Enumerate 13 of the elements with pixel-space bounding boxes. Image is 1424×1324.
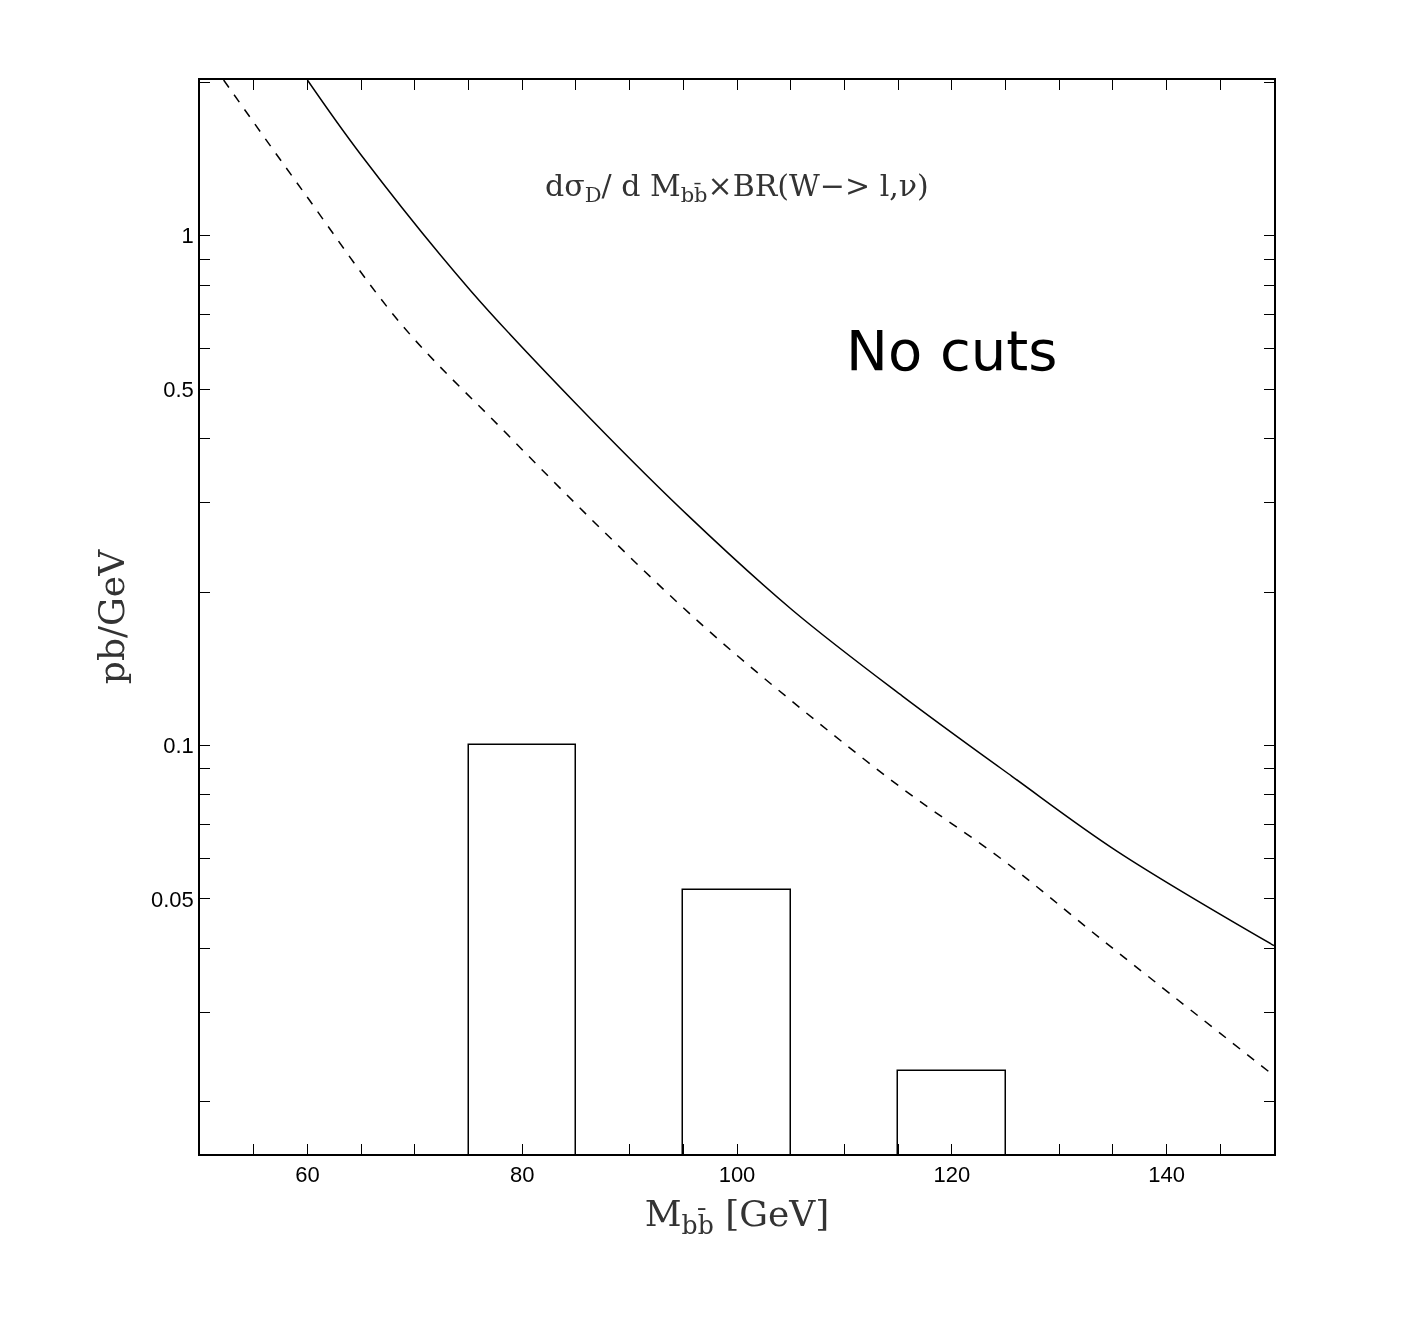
y-tick-label: 0.05 <box>151 886 194 912</box>
y-tick-label: 0.5 <box>163 376 194 402</box>
y-tick-label: 1 <box>181 223 194 249</box>
x-axis-title: M$_{bb̄}$ [GeV] <box>644 1193 830 1240</box>
x-tick-label: 100 <box>718 1162 756 1188</box>
x-tick-label: 80 <box>509 1162 535 1188</box>
x-tick-label: 60 <box>295 1162 320 1188</box>
x-tick-label: 120 <box>933 1162 971 1188</box>
y-tick-label: 0.1 <box>163 733 194 759</box>
y-axis-title: pb/GeV <box>91 548 133 685</box>
x-tick-label: 140 <box>1148 1162 1185 1188</box>
annotation: No cuts <box>846 318 1058 383</box>
annotation: dσ$_{D}$/ d M$_{bb̄}$×BR(W−> l,ν) <box>545 168 929 208</box>
